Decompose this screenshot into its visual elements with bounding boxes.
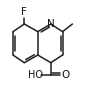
Text: N: N xyxy=(47,19,55,29)
Text: O: O xyxy=(61,70,69,80)
Text: HO: HO xyxy=(28,70,43,80)
Text: F: F xyxy=(21,7,27,17)
